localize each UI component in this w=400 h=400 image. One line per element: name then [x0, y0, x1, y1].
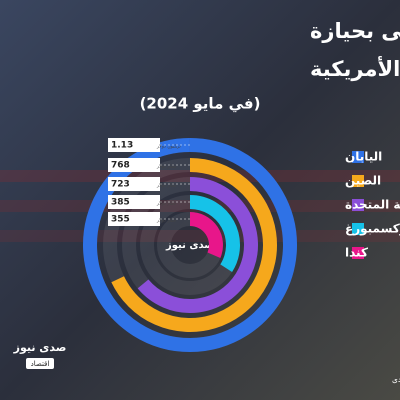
legend-swatch — [352, 151, 364, 163]
value-label: 385 — [111, 198, 130, 208]
ring-bar — [82, 138, 297, 352]
legend-swatch — [352, 199, 364, 211]
legend-label: كندا — [345, 246, 368, 260]
value-box — [108, 138, 160, 152]
ring-bar — [189, 195, 240, 272]
logo-badge — [26, 358, 54, 369]
title-line: الدول الأعلى بحيازة — [310, 17, 400, 43]
ring-bar — [189, 212, 223, 258]
unit-label: مليار دولار — [156, 202, 177, 207]
value-label: 1.13 — [111, 141, 133, 151]
legend-swatch — [352, 247, 364, 259]
unit-label: مليار دولار — [156, 184, 177, 189]
ring-bar — [111, 158, 277, 332]
value-box — [108, 158, 160, 172]
flag-stripe — [0, 170, 400, 182]
logo: صدى نيوز — [13, 341, 67, 354]
unit-label: مليار دولار — [156, 165, 177, 170]
legend-label: لوكسمبورغ — [345, 222, 400, 237]
value-box — [108, 212, 160, 226]
legend-swatch — [352, 175, 364, 187]
legend-swatch — [352, 223, 364, 235]
value-label: 768 — [111, 161, 130, 171]
ring-bar — [137, 177, 258, 313]
value-box — [108, 195, 160, 209]
center-logo: صدى نيوز — [165, 240, 214, 251]
legend-label: اليابان — [345, 150, 382, 164]
logo-sub: اقتصاد — [31, 360, 50, 368]
legend-label: المملكة المتحدة — [345, 198, 400, 212]
value-label: 355 — [111, 215, 130, 225]
value-label: 723 — [111, 180, 130, 190]
flag-stripe — [0, 230, 400, 242]
subtitle: (في مايو 2024) — [140, 95, 261, 113]
unit-label: مليار دولار — [156, 219, 177, 224]
value-box — [108, 177, 160, 191]
unit-label: تريليون دولار — [156, 145, 182, 150]
source: المصدر: بيانات وزارة الخزانة الأمريكية+ … — [392, 374, 400, 384]
title-line: السندات الأمريكية — [310, 55, 400, 81]
legend-label: الصين — [345, 174, 381, 188]
